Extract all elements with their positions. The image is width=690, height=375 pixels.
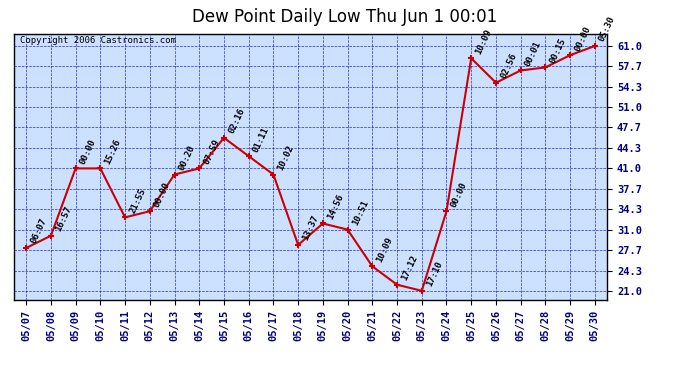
Text: 10:51: 10:51	[351, 199, 370, 227]
Text: Dew Point Daily Low Thu Jun 1 00:01: Dew Point Daily Low Thu Jun 1 00:01	[193, 8, 497, 26]
Text: 00:00: 00:00	[449, 180, 469, 209]
Text: 17:10: 17:10	[424, 260, 444, 288]
Text: 01:11: 01:11	[251, 125, 271, 153]
Text: 00:15: 00:15	[548, 36, 568, 64]
Text: 00:00: 00:00	[79, 138, 98, 166]
Text: 14:56: 14:56	[326, 192, 345, 221]
Text: 00:01: 00:01	[524, 39, 543, 68]
Text: 02:16: 02:16	[227, 107, 246, 135]
Text: 10:02: 10:02	[276, 144, 296, 172]
Text: 15:26: 15:26	[103, 138, 123, 166]
Text: 07:59: 07:59	[202, 138, 221, 166]
Text: 05:30: 05:30	[598, 15, 617, 43]
Text: 06:07: 06:07	[29, 217, 48, 245]
Text: 17:12: 17:12	[400, 254, 420, 282]
Text: 00:00: 00:00	[152, 180, 172, 209]
Text: 10:09: 10:09	[474, 27, 493, 56]
Text: 13:37: 13:37	[301, 214, 320, 242]
Text: 10:09: 10:09	[375, 236, 395, 264]
Text: 16:57: 16:57	[54, 205, 73, 233]
Text: Copyright 2006 Castronics.com: Copyright 2006 Castronics.com	[20, 36, 176, 45]
Text: 02:56: 02:56	[499, 52, 518, 80]
Text: 00:00: 00:00	[573, 24, 593, 52]
Text: 21:55: 21:55	[128, 186, 148, 214]
Text: 00:20: 00:20	[177, 144, 197, 172]
